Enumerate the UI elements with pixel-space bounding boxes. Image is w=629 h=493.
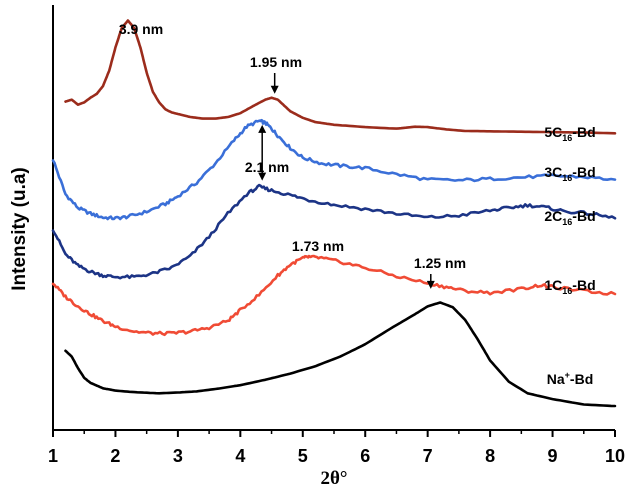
x-tick-label: 3 [173, 446, 183, 466]
annotation-arrow-head [258, 124, 267, 133]
series-label: 1C16-Bd [544, 277, 595, 296]
y-axis-title: Intensity (u.a) [9, 167, 30, 291]
series-layer [51, 19, 617, 408]
series-label: 5C16-Bd [544, 124, 595, 143]
x-tick-label: 1 [48, 446, 58, 466]
annotation-arrow-head [426, 280, 435, 289]
x-tick-label: 9 [548, 446, 558, 466]
x-ticks: 1 2 3 4 5 6 7 8 9 10 [48, 430, 625, 466]
series-line [51, 254, 617, 337]
series-label: Na+-Bd [547, 370, 594, 387]
series-line [51, 118, 617, 221]
x-tick-label: 2 [110, 446, 120, 466]
x-tick-label: 10 [605, 446, 625, 466]
series-label: 2C16-Bd [544, 208, 595, 227]
x-tick-label: 4 [235, 446, 245, 466]
series-label-layer: 5C16-Bd 3C16-Bd 2C16-Bd 1C16-Bd Na+-Bd [544, 124, 595, 387]
series-line [51, 183, 617, 280]
annotation-arrow-head [258, 172, 267, 181]
peak-annotation: 1.25 nm [414, 255, 466, 271]
x-axis-title: 2θ° [320, 468, 347, 489]
plot-area [52, 5, 615, 431]
series-label: 3C16-Bd [544, 164, 595, 183]
peak-annotation: 1.95 nm [250, 54, 302, 70]
annotation-arrow-head [270, 85, 279, 94]
x-tick-label: 8 [485, 446, 495, 466]
series-line [64, 301, 617, 408]
peak-annotation: 3.9 nm [119, 21, 163, 37]
peak-annotation: 2.1 nm [245, 159, 289, 175]
peak-annotation: 1.73 nm [292, 238, 344, 254]
x-tick-label: 5 [298, 446, 308, 466]
x-tick-label: 6 [360, 446, 370, 466]
series-line [64, 19, 617, 135]
annotation-layer: 3.9 nm 1.95 nm 2.1 nm 1.73 nm 1.25 nm [119, 21, 466, 289]
x-tick-label: 7 [423, 446, 433, 466]
